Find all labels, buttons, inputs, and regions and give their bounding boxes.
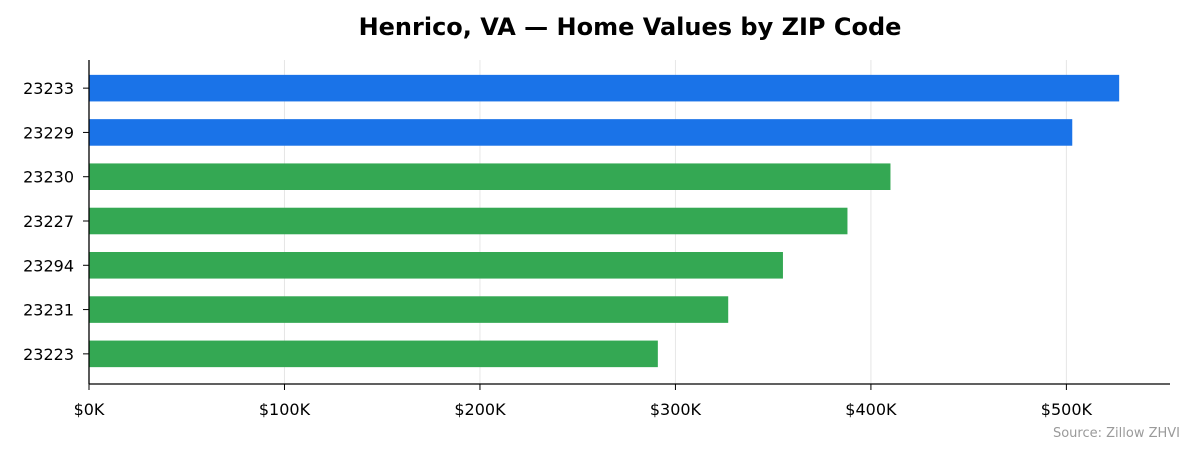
x-tick-label: $0K bbox=[74, 400, 105, 419]
bar-23230 bbox=[89, 163, 891, 190]
y-tick-label: 23294 bbox=[23, 256, 74, 275]
y-tick-label: 23231 bbox=[23, 301, 74, 320]
bar-23294 bbox=[89, 252, 783, 279]
bar-23227 bbox=[89, 207, 848, 235]
x-tick-label: $400K bbox=[845, 400, 897, 419]
x-tick-label: $500K bbox=[1041, 400, 1093, 419]
y-tick-label: 23230 bbox=[23, 168, 74, 187]
bar-23223 bbox=[89, 340, 658, 368]
y-tick-label: 23227 bbox=[23, 212, 74, 231]
x-tick-label: $100K bbox=[259, 400, 311, 419]
y-tick-label: 23233 bbox=[23, 79, 74, 98]
bars bbox=[89, 74, 1120, 368]
y-tick-label: 23229 bbox=[23, 123, 74, 142]
bar-23229 bbox=[89, 119, 1073, 146]
bar-23233 bbox=[89, 74, 1120, 102]
x-tick-label: $200K bbox=[454, 400, 506, 419]
y-axis-ticks: 23233 23229 23230 23227 23294 23231 23223 bbox=[23, 79, 89, 364]
bar-23231 bbox=[89, 296, 729, 323]
x-tick-label: $300K bbox=[650, 400, 702, 419]
chart-title: Henrico, VA — Home Values by ZIP Code bbox=[359, 13, 902, 41]
x-axis-ticks: $0K $100K $200K $300K $400K $500K bbox=[74, 384, 1093, 419]
source-note: Source: Zillow ZHVI bbox=[1053, 426, 1180, 441]
y-tick-label: 23223 bbox=[23, 345, 74, 364]
